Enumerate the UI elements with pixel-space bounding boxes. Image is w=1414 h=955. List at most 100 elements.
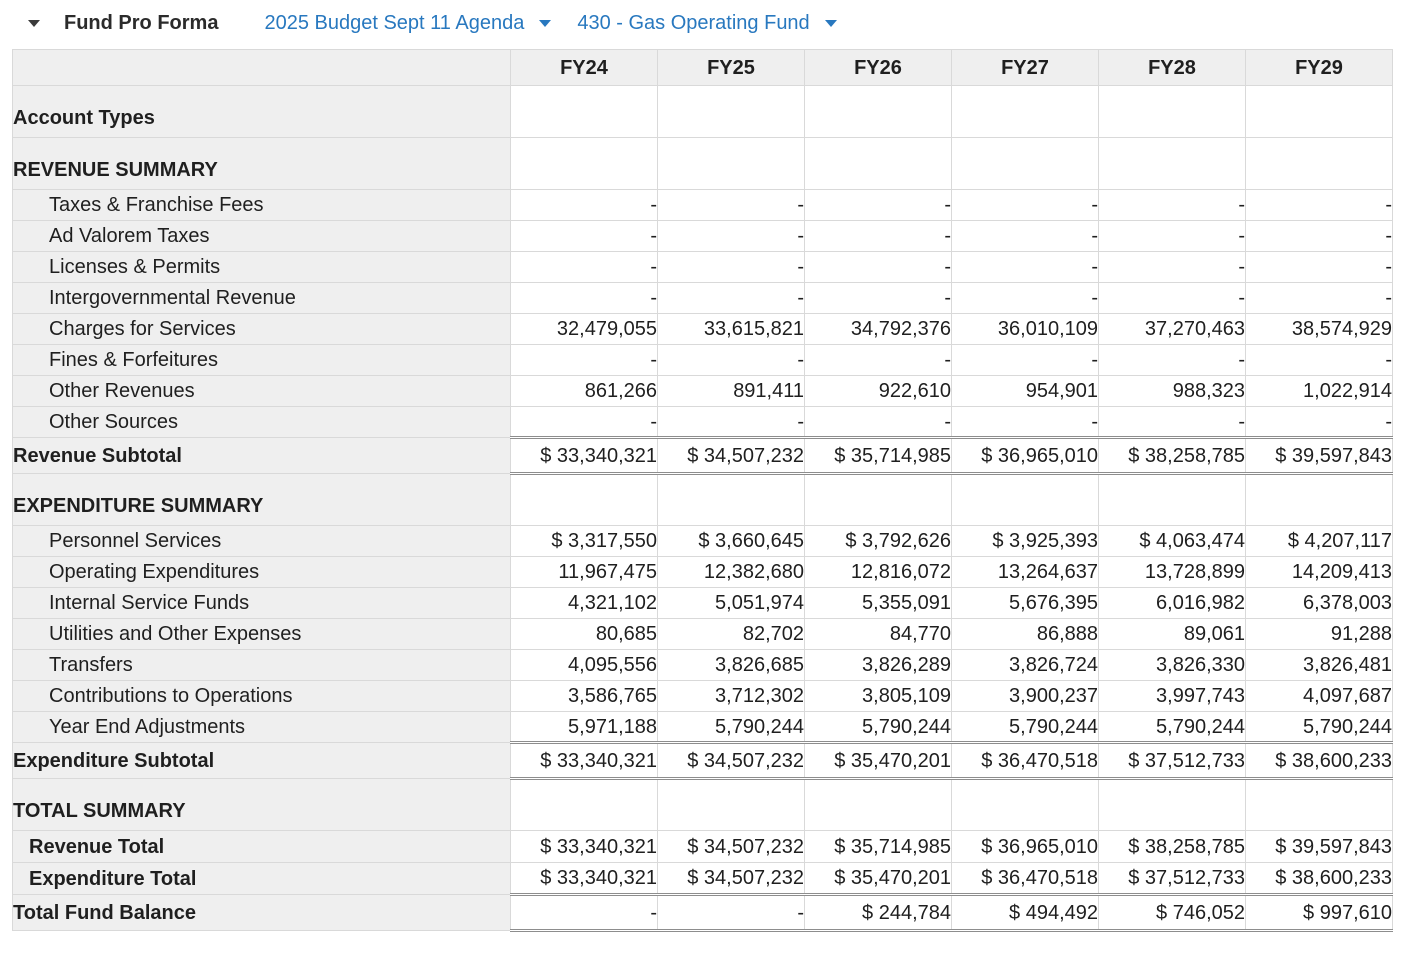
value-cell: - bbox=[1098, 189, 1246, 221]
value-cell bbox=[951, 473, 1099, 526]
value-cell: $ 4,063,474 bbox=[1098, 525, 1246, 557]
table-row: Transfers 4,095,556 3,826,685 3,826,289 3,82… bbox=[12, 649, 1393, 681]
value-cell: $ 3,660,645 bbox=[657, 525, 805, 557]
value-cell: $ 746,052 bbox=[1098, 893, 1246, 932]
value-cell: $ 36,470,518 bbox=[951, 741, 1099, 780]
value-cell: $ 37,512,733 bbox=[1098, 862, 1246, 895]
value-cell: - bbox=[1098, 406, 1246, 438]
corner-header-cell bbox=[12, 49, 511, 86]
value-cell: 32,479,055 bbox=[510, 313, 658, 345]
value-cell: - bbox=[804, 251, 952, 283]
value-cell: - bbox=[657, 251, 805, 283]
chevron-down-icon bbox=[539, 20, 552, 27]
value-cell: 36,010,109 bbox=[951, 313, 1099, 345]
value-cell bbox=[657, 778, 805, 831]
row-label: EXPENDITURE SUMMARY bbox=[12, 473, 511, 526]
row-label: Charges for Services bbox=[12, 313, 511, 345]
value-cell bbox=[657, 85, 805, 138]
value-cell: 3,586,765 bbox=[510, 680, 658, 712]
value-cell bbox=[804, 778, 952, 831]
value-cell: - bbox=[951, 251, 1099, 283]
value-cell: $ 4,207,117 bbox=[1245, 525, 1393, 557]
value-cell: $ 244,784 bbox=[804, 893, 952, 932]
table-row: Total Fund Balance - - $ 244,784 $ 494,492 $ … bbox=[12, 893, 1393, 932]
table-row: EXPENDITURE SUMMARY bbox=[12, 473, 1393, 526]
collapse-caret-icon[interactable] bbox=[28, 20, 40, 27]
value-cell: 84,770 bbox=[804, 618, 952, 650]
column-header-fy26: FY26 bbox=[804, 49, 952, 86]
table-row: Fines & Forfeitures - - - - - - bbox=[12, 344, 1393, 376]
value-cell bbox=[1245, 85, 1393, 138]
value-cell: 5,790,244 bbox=[1098, 711, 1246, 743]
value-cell: 4,321,102 bbox=[510, 587, 658, 619]
value-cell: - bbox=[1245, 344, 1393, 376]
value-cell: - bbox=[1098, 220, 1246, 252]
value-cell: 988,323 bbox=[1098, 375, 1246, 407]
value-cell: $ 35,470,201 bbox=[804, 741, 952, 780]
table-row: Licenses & Permits - - - - - - bbox=[12, 251, 1393, 283]
value-cell: 38,574,929 bbox=[1245, 313, 1393, 345]
table-row: Internal Service Funds 4,321,102 5,051,974… bbox=[12, 587, 1393, 619]
row-label: Revenue Subtotal bbox=[12, 437, 511, 474]
value-cell: 86,888 bbox=[951, 618, 1099, 650]
value-cell: $ 38,258,785 bbox=[1098, 830, 1246, 863]
table-row: Other Sources - - - - - - bbox=[12, 406, 1393, 438]
value-cell bbox=[1098, 778, 1246, 831]
value-cell: 91,288 bbox=[1245, 618, 1393, 650]
budget-dropdown[interactable]: 2025 Budget Sept 11 Agenda bbox=[264, 12, 552, 35]
value-cell bbox=[657, 473, 805, 526]
value-cell bbox=[510, 778, 658, 831]
value-cell: - bbox=[804, 406, 952, 438]
value-cell: $ 33,340,321 bbox=[510, 436, 658, 475]
table-row: TOTAL SUMMARY bbox=[12, 778, 1393, 831]
value-cell: $ 36,470,518 bbox=[951, 862, 1099, 895]
value-cell: 80,685 bbox=[510, 618, 658, 650]
value-cell: - bbox=[1245, 251, 1393, 283]
fund-dropdown[interactable]: 430 - Gas Operating Fund bbox=[577, 12, 837, 35]
value-cell bbox=[1098, 85, 1246, 138]
value-cell: 3,826,289 bbox=[804, 649, 952, 681]
value-cell: - bbox=[510, 406, 658, 438]
value-cell bbox=[1098, 473, 1246, 526]
value-cell: $ 34,507,232 bbox=[657, 862, 805, 895]
value-cell: 861,266 bbox=[510, 375, 658, 407]
table-row: Expenditure Subtotal $ 33,340,321 $ 34,507… bbox=[12, 741, 1393, 780]
row-label: Other Revenues bbox=[12, 375, 511, 407]
value-cell: $ 494,492 bbox=[951, 893, 1099, 932]
row-label: Expenditure Subtotal bbox=[12, 742, 511, 779]
value-cell: - bbox=[951, 220, 1099, 252]
toolbar: Fund Pro Forma 2025 Budget Sept 11 Agend… bbox=[0, 0, 1414, 47]
value-cell: $ 34,507,232 bbox=[657, 436, 805, 475]
row-label: Operating Expenditures bbox=[12, 556, 511, 588]
table-row: Other Revenues 861,266 891,411 922,610 954,9… bbox=[12, 375, 1393, 407]
value-cell: 13,728,899 bbox=[1098, 556, 1246, 588]
value-cell: 3,900,237 bbox=[951, 680, 1099, 712]
value-cell: 5,790,244 bbox=[951, 711, 1099, 743]
value-cell: 5,790,244 bbox=[804, 711, 952, 743]
value-cell: 6,016,982 bbox=[1098, 587, 1246, 619]
value-cell: - bbox=[657, 893, 805, 932]
value-cell: 1,022,914 bbox=[1245, 375, 1393, 407]
row-label: TOTAL SUMMARY bbox=[12, 778, 511, 831]
value-cell: 34,792,376 bbox=[804, 313, 952, 345]
value-cell: - bbox=[1098, 344, 1246, 376]
value-cell: 5,355,091 bbox=[804, 587, 952, 619]
column-header-fy24: FY24 bbox=[510, 49, 658, 86]
value-cell: 89,061 bbox=[1098, 618, 1246, 650]
value-cell: $ 39,597,843 bbox=[1245, 436, 1393, 475]
value-cell bbox=[1245, 137, 1393, 190]
value-cell: 3,826,685 bbox=[657, 649, 805, 681]
table-row: Taxes & Franchise Fees - - - - - - bbox=[12, 189, 1393, 221]
value-cell: $ 33,340,321 bbox=[510, 830, 658, 863]
value-cell: - bbox=[510, 282, 658, 314]
value-cell: 11,967,475 bbox=[510, 556, 658, 588]
value-cell bbox=[510, 473, 658, 526]
column-header-fy28: FY28 bbox=[1098, 49, 1246, 86]
value-cell: 5,051,974 bbox=[657, 587, 805, 619]
table-row: REVENUE SUMMARY bbox=[12, 137, 1393, 190]
value-cell: $ 997,610 bbox=[1245, 893, 1393, 932]
value-cell bbox=[951, 778, 1099, 831]
row-label: Revenue Total bbox=[12, 830, 511, 863]
value-cell: $ 39,597,843 bbox=[1245, 830, 1393, 863]
value-cell: - bbox=[1245, 282, 1393, 314]
